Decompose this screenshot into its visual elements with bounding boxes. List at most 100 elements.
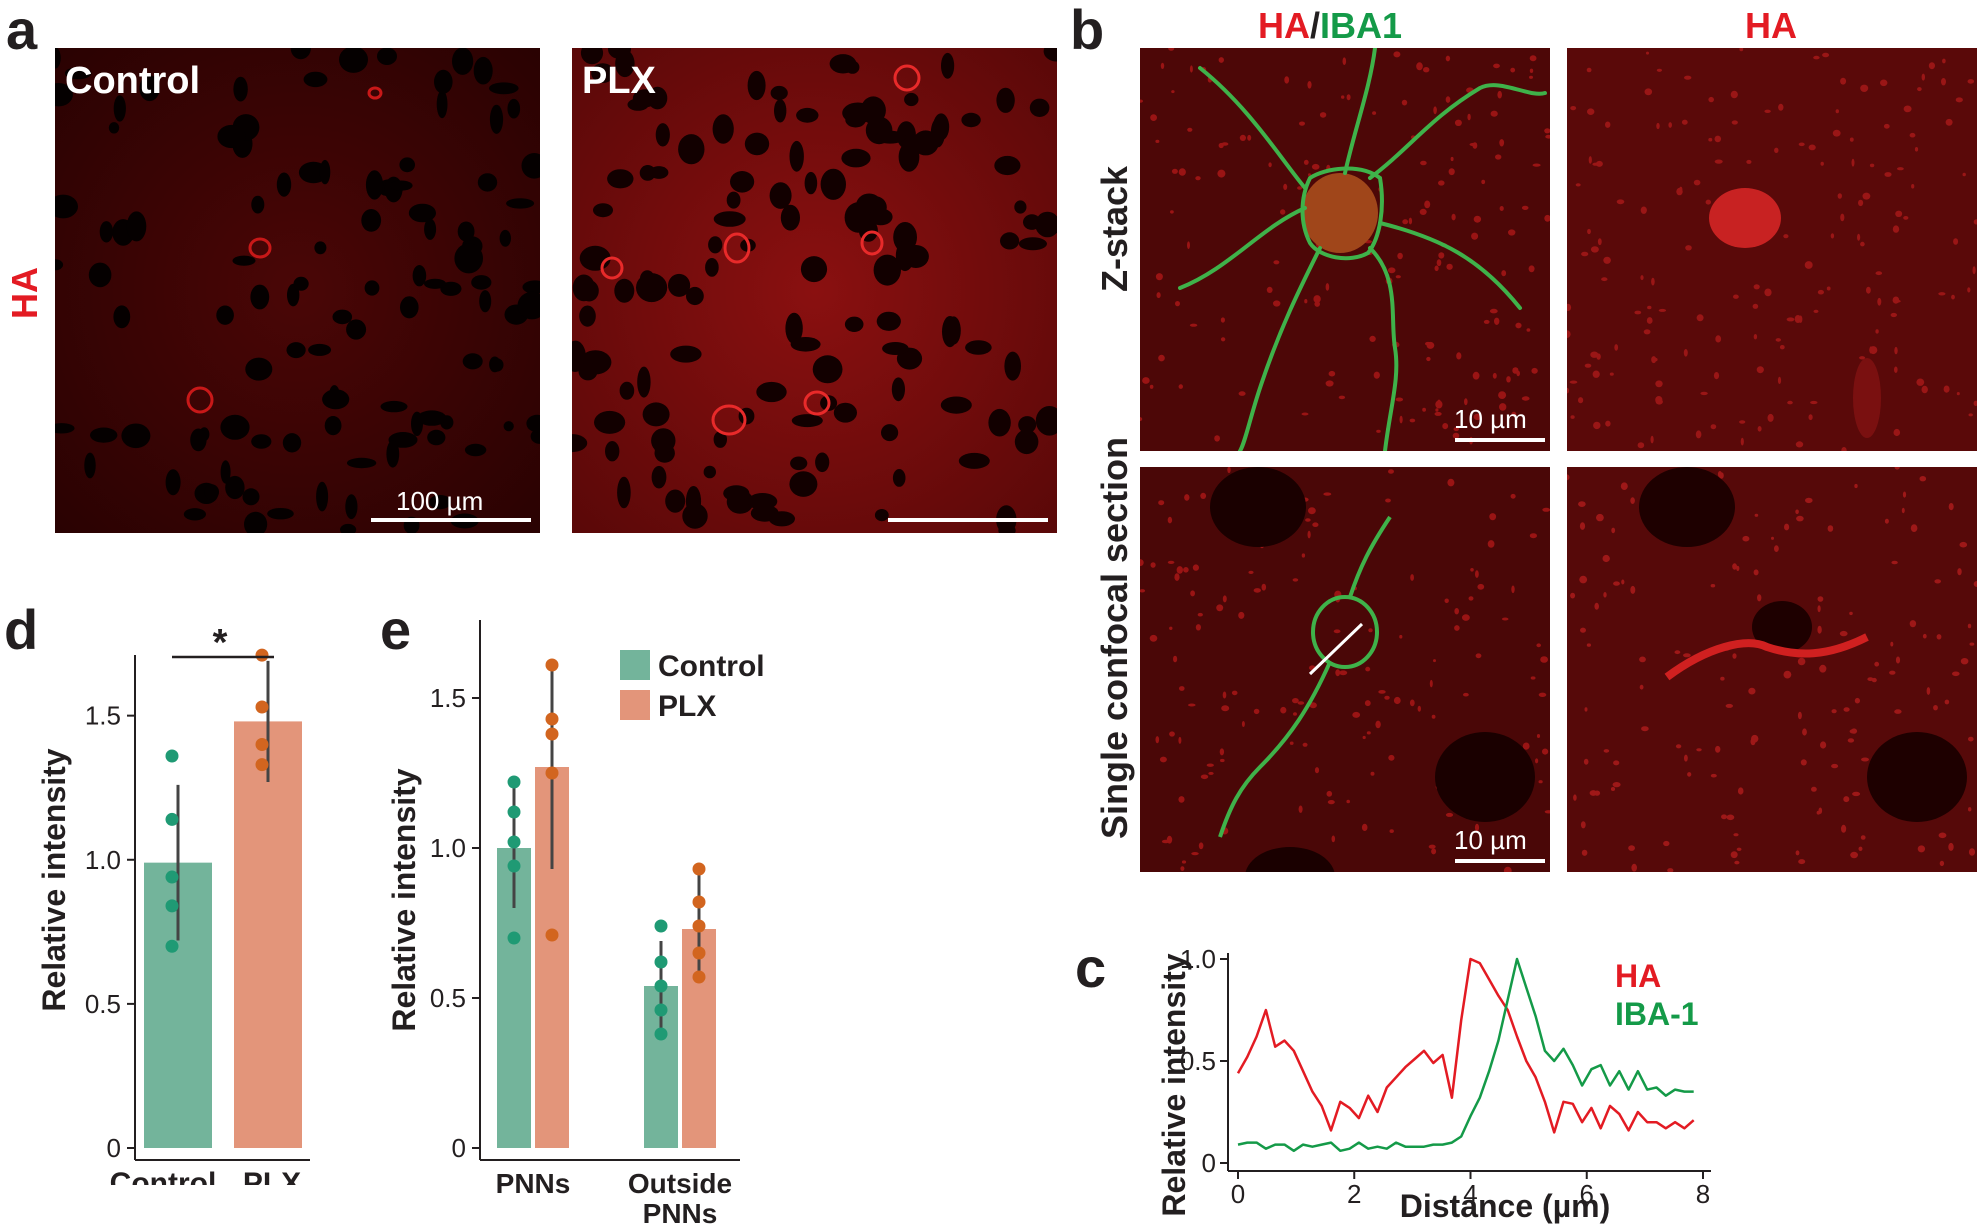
ha-speckle bbox=[1839, 630, 1848, 637]
ha-speckle bbox=[1705, 199, 1711, 205]
cell-body-shadow bbox=[276, 172, 292, 197]
ha-speckle bbox=[1532, 163, 1541, 167]
ha-speckle bbox=[1655, 380, 1663, 388]
ha-speckle bbox=[1967, 287, 1971, 293]
cell-body-shadow bbox=[244, 511, 268, 533]
ha-speckle bbox=[1921, 73, 1925, 81]
ha-speckle bbox=[1650, 435, 1654, 444]
ha-speckle bbox=[1501, 270, 1507, 277]
ha-speckle bbox=[1860, 835, 1866, 840]
ha-speckle bbox=[1795, 509, 1799, 515]
ha-speckle bbox=[1155, 273, 1163, 281]
ha-speckle bbox=[1942, 58, 1946, 64]
ha-speckle bbox=[1830, 233, 1835, 239]
ha-speckle bbox=[1184, 494, 1190, 501]
ha-speckle bbox=[1752, 303, 1759, 309]
ha-speckle bbox=[1538, 780, 1543, 784]
ha-speckle bbox=[1640, 275, 1644, 281]
cell-body-shadow bbox=[572, 274, 595, 302]
ha-speckle bbox=[1934, 579, 1941, 584]
cell-body-shadow bbox=[251, 195, 265, 214]
ha-speckle bbox=[1939, 860, 1945, 867]
cell-body-shadow bbox=[1014, 200, 1027, 214]
ha-speckle bbox=[1511, 585, 1515, 594]
ha-speckle bbox=[1850, 851, 1858, 859]
cell-body-shadow bbox=[594, 410, 626, 434]
ha-speckle bbox=[1456, 352, 1462, 360]
ha-speckle bbox=[1395, 275, 1401, 279]
ha-speckle bbox=[1938, 292, 1946, 296]
ha-speckle bbox=[1611, 527, 1616, 534]
ha-speckle bbox=[1158, 354, 1165, 362]
ha-speckle bbox=[1817, 625, 1822, 634]
ha-speckle bbox=[1696, 748, 1702, 752]
ha-speckle bbox=[1621, 579, 1625, 585]
ha-speckle bbox=[1567, 303, 1572, 311]
cell-body-shadow bbox=[457, 221, 475, 242]
data-point-e bbox=[654, 919, 668, 933]
ha-speckle bbox=[1536, 734, 1541, 738]
ha-speckle bbox=[1730, 851, 1738, 859]
ha-speckle bbox=[1385, 498, 1391, 503]
ha-speckle bbox=[1592, 162, 1599, 166]
chart-e-y-tick-label: 1.5 bbox=[430, 683, 466, 713]
ha-speckle bbox=[1710, 773, 1717, 778]
ha-speckle bbox=[1658, 308, 1667, 312]
ha-speckle bbox=[1268, 162, 1272, 168]
ha-speckle bbox=[1333, 629, 1341, 634]
ha-speckle bbox=[1477, 583, 1485, 590]
cell-body-shadow bbox=[655, 123, 670, 147]
cell-body-shadow bbox=[452, 48, 474, 75]
ha-speckle bbox=[1489, 308, 1498, 314]
ha-speckle bbox=[1364, 700, 1371, 707]
ha-speckle bbox=[1169, 626, 1173, 630]
ha-speckle bbox=[1811, 786, 1817, 792]
ha-speckle bbox=[1378, 690, 1386, 694]
ha-speckle bbox=[1644, 88, 1653, 96]
ha-speckle bbox=[1784, 523, 1790, 531]
cell-body-shadow bbox=[705, 258, 719, 277]
chart-d: 0 0.5 1.0 1.5 Control PLX * Relative intensity bbox=[36, 622, 310, 1185]
cell-body-shadow bbox=[55, 194, 78, 219]
legend-e-plx-swatch bbox=[620, 690, 650, 720]
micrograph-zstack-ha bbox=[1567, 48, 1977, 451]
ha-speckle bbox=[1399, 415, 1403, 424]
ha-speckle bbox=[1805, 497, 1813, 504]
ha-speckle bbox=[1208, 771, 1214, 775]
chart-c-xlabel: Distance (µm) bbox=[1400, 1188, 1610, 1224]
ha-speckle bbox=[1508, 229, 1516, 236]
ha-speckle bbox=[1195, 624, 1201, 631]
cell-body-shadow bbox=[293, 276, 309, 291]
data-point-e bbox=[654, 1027, 668, 1041]
chart-c-x-tick-label: 0 bbox=[1231, 1179, 1245, 1209]
ha-speckle bbox=[1434, 265, 1439, 272]
cell-body-shadow bbox=[314, 241, 327, 255]
cell-body-shadow bbox=[473, 56, 493, 85]
ha-speckle bbox=[1393, 696, 1401, 705]
ha-speckle bbox=[1540, 656, 1548, 663]
data-point-e bbox=[692, 895, 706, 909]
ha-speckle bbox=[1238, 611, 1245, 619]
ha-speckle bbox=[1409, 699, 1415, 707]
ha-speckle bbox=[1510, 67, 1516, 73]
cell-body-shadow bbox=[499, 229, 511, 247]
cell-body-shadow bbox=[390, 180, 413, 191]
ha-speckle bbox=[1198, 842, 1204, 850]
ha-speckle bbox=[1810, 400, 1818, 405]
ha-speckle bbox=[1700, 391, 1708, 396]
ha-speckle bbox=[1841, 824, 1847, 833]
ha-speckle bbox=[1953, 238, 1959, 245]
ha-speckle bbox=[1955, 97, 1963, 103]
ha-speckle bbox=[1687, 772, 1692, 777]
chart-c-ylabel: Relative intensity bbox=[1156, 953, 1192, 1216]
cell-body-shadow bbox=[815, 452, 830, 473]
ha-speckle bbox=[1584, 707, 1588, 712]
ha-speckle bbox=[1489, 513, 1497, 521]
ha-speckle bbox=[1612, 782, 1621, 788]
ha-speckle bbox=[1179, 686, 1185, 691]
ha-speckle bbox=[1463, 692, 1469, 697]
cell-body-shadow bbox=[874, 130, 906, 144]
ha-speckle bbox=[1308, 507, 1316, 515]
chart-d-y-tick-label: 0.5 bbox=[85, 989, 121, 1019]
ha-speckle bbox=[1218, 142, 1224, 149]
